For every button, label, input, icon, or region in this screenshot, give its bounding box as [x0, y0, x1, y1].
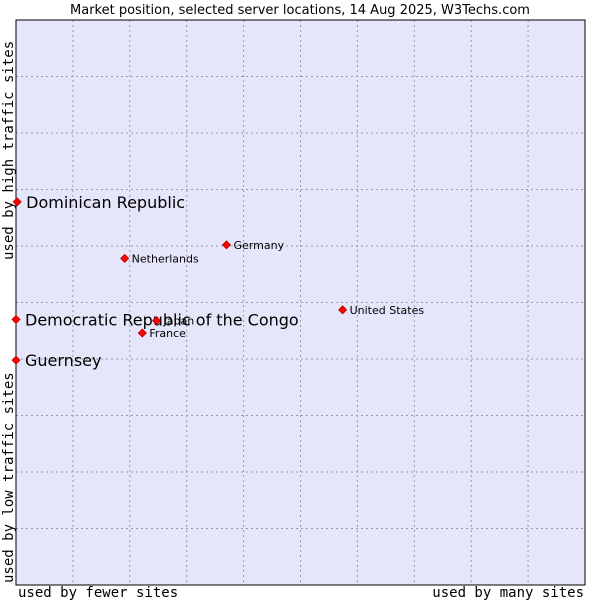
label-japan: Japan	[163, 315, 195, 328]
label-dominican-republic: Dominican Republic	[26, 193, 185, 212]
marker-guernsey	[11, 355, 21, 365]
label-netherlands: Netherlands	[132, 252, 199, 265]
label-germany: Germany	[234, 239, 285, 252]
grid-lines	[16, 20, 585, 585]
data-points: Dominican Republic Democratic Republic of…	[11, 193, 425, 370]
marker-japan	[151, 316, 162, 326]
marker-united-states	[338, 305, 348, 315]
marker-germany	[221, 240, 232, 250]
y-axis-label-high: used by high traffic sites	[1, 41, 17, 260]
marker-dominican-republic	[12, 197, 22, 207]
plot-border	[15, 19, 586, 586]
label-democratic-republic-of-the-congo: Democratic Republic of the Congo	[25, 310, 299, 329]
x-axis-label-high: used by many sites	[432, 585, 584, 600]
x-axis-label-low: used by fewer sites	[18, 585, 178, 600]
chart-title: Market position, selected server locatio…	[70, 3, 530, 18]
label-france: France	[149, 327, 186, 340]
y-axis-label-low: used by low traffic sites	[1, 372, 17, 583]
marker-democratic-republic-of-the-congo	[11, 314, 21, 325]
label-united-states: United States	[350, 304, 425, 317]
marker-netherlands	[120, 253, 130, 263]
marker-france	[137, 328, 147, 338]
label-guernsey: Guernsey	[25, 351, 101, 370]
